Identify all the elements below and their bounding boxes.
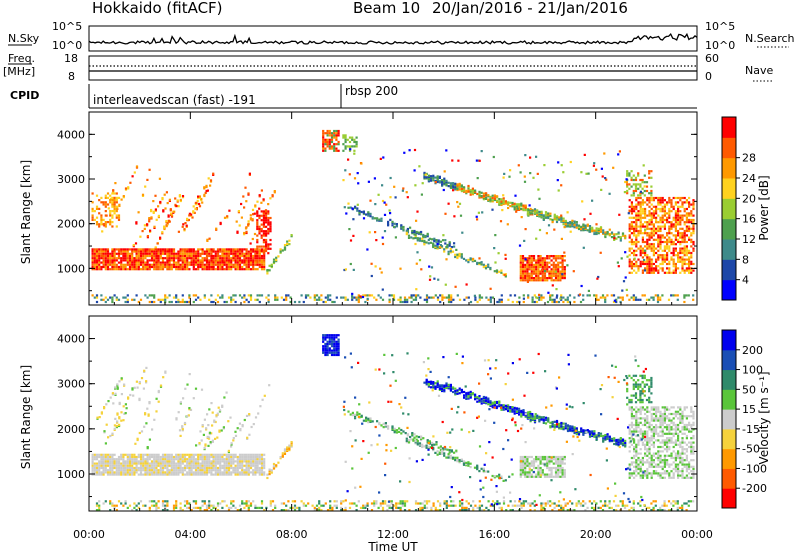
colorbar-swatch	[722, 239, 736, 260]
nsearch-tick-bottom: 10^0	[705, 39, 735, 52]
power-ytick-label: 2000	[57, 218, 85, 231]
nsky-strip: N.Sky 10^5 10^0 10^5 10^0 N.Search	[8, 20, 795, 52]
colorbar-tick-label: 8	[742, 253, 749, 266]
nave-tick-top: 60	[705, 52, 719, 65]
freq-label: Freq.	[8, 52, 35, 65]
nsky-trace	[88, 32, 698, 45]
colorbar-tick-label: 4	[742, 274, 749, 287]
power-panel: 1000 2000 3000 4000 Slant Range [km]	[19, 111, 698, 306]
velocity-scatter-cells	[91, 334, 695, 512]
x-tick-label: 12:00	[377, 528, 409, 541]
colorbar-tick-label: 20	[742, 192, 756, 205]
colorbar-swatch	[722, 349, 736, 371]
vel-ytick-label: 4000	[57, 333, 85, 346]
velocity-ylabel: Slant Range [km]	[19, 365, 33, 469]
power-scatter-cells	[91, 129, 695, 304]
x-tick-label: 16:00	[478, 528, 510, 541]
power-colorbar: 4 8 12 16 20 24 28 Power [dB]	[721, 116, 771, 301]
colorbar-tick-label: 28	[742, 152, 756, 165]
power-cb-label: Power [dB]	[757, 175, 771, 240]
cpid-mode-1: interleavedscan (fast) -191	[93, 93, 256, 107]
colorbar-tick-label: 12	[742, 233, 756, 246]
x-axis-label: Time UT	[367, 540, 418, 554]
colorbar-swatch	[722, 259, 736, 281]
beam-label: Beam 10	[353, 0, 420, 17]
colorbar-swatch	[722, 448, 736, 469]
freq-tick-top: 18	[64, 52, 78, 65]
power-ytick-label: 3000	[57, 173, 85, 186]
velocity-colorbar: 200 100 50 15 -15 -50 -100 -200 Velocity [m s⁻¹…	[721, 329, 771, 509]
nsky-label: N.Sky	[8, 32, 40, 45]
colorbar-swatch	[722, 468, 736, 489]
power-ylabel: Slant Range [km]	[19, 160, 33, 264]
x-tick-label: 04:00	[174, 528, 206, 541]
colorbar-swatch	[722, 488, 736, 509]
colorbar-swatch	[722, 178, 736, 199]
freq-strip: Freq. [MHz] 18 8 60 0 Nave	[3, 52, 773, 83]
colorbar-swatch	[722, 117, 736, 138]
colorbar-swatch	[722, 157, 736, 179]
vel-ytick-label: 2000	[57, 423, 85, 436]
colorbar-swatch	[722, 279, 736, 301]
colorbar-tick-label: 16	[742, 213, 756, 226]
colorbar-tick-label: 15	[742, 403, 756, 416]
colorbar-tick-label: 24	[742, 172, 756, 185]
velocity-cb-label: Velocity [m s⁻¹]	[757, 371, 771, 464]
power-yaxis: 1000 2000 3000 4000	[57, 128, 697, 292]
x-axis: 00:00 04:00 08:00 12:00 16:00 20:00 00:00	[73, 112, 713, 541]
colorbar-tick-label: 100	[742, 364, 763, 377]
nave-label: Nave	[745, 64, 773, 77]
power-ytick-label: 1000	[57, 262, 85, 275]
colorbar-tick-label: -200	[742, 482, 767, 495]
x-tick-label: 20:00	[580, 528, 612, 541]
freq-tick-bottom: 8	[68, 70, 75, 83]
date-range: 20/Jan/2016 - 21/Jan/2016	[432, 0, 628, 17]
colorbar-tick-label: -100	[742, 462, 767, 475]
colorbar-tick-label: 50	[742, 383, 756, 396]
colorbar-swatch	[722, 428, 736, 450]
colorbar-swatch	[722, 369, 736, 390]
colorbar-swatch	[722, 330, 736, 351]
nsearch-label: N.Search	[745, 32, 795, 45]
vel-ytick-label: 3000	[57, 378, 85, 391]
nave-tick-bottom: 0	[705, 70, 712, 83]
colorbar-swatch	[722, 137, 736, 159]
station-title: Hokkaido (fitACF)	[92, 0, 223, 17]
colorbar-swatch	[722, 218, 736, 240]
cpid-label: CPID	[10, 89, 39, 102]
freq-unit: [MHz]	[3, 65, 35, 78]
velocity-yaxis: 1000 2000 3000 4000	[57, 333, 697, 498]
x-tick-label: 08:00	[276, 528, 308, 541]
colorbar-tick-label: 200	[742, 344, 763, 357]
colorbar-tick-label: -15	[742, 423, 760, 436]
nsky-tick-bottom: 10^0	[52, 39, 82, 52]
vel-ytick-label: 1000	[57, 468, 85, 481]
nsky-tick-top: 10^5	[52, 20, 82, 33]
x-tick-label: 00:00	[73, 528, 105, 541]
velocity-panel: 1000 2000 3000 4000 Slant Range [km]	[19, 315, 698, 512]
colorbar-tick-label: -50	[742, 443, 760, 456]
nsearch-tick-top: 10^5	[705, 20, 735, 33]
colorbar-swatch	[722, 198, 736, 220]
colorbar-swatch	[722, 389, 736, 410]
power-ytick-label: 4000	[57, 128, 85, 141]
cpid-mode-2: rbsp 200	[345, 84, 398, 98]
colorbar-swatch	[722, 409, 736, 430]
cpid-strip: CPID interleavedscan (fast) -191 rbsp 20…	[10, 84, 697, 109]
x-tick-label: 00:00	[681, 528, 713, 541]
